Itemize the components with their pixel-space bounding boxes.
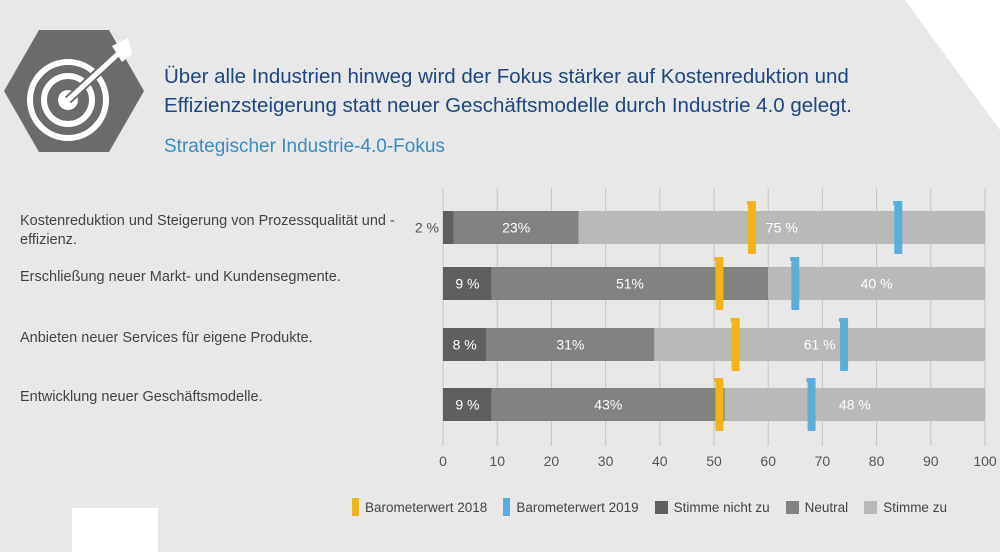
legend-item-barometer-2018: Barometerwert 2018 [352,494,487,520]
chart-subtitle: Strategischer Industrie-4.0-Fokus [164,136,445,157]
bar-disagree-0 [443,211,454,244]
bar-agree-2 [654,328,985,361]
data-label-agree-2: 61 % [804,337,836,353]
legend-swatch-barometer-2019 [503,494,512,520]
marker-cap-barometer-2019-3 [806,378,809,382]
bar-neutral-0 [453,211,579,244]
legend-label-barometer-2018: Barometerwert 2018 [365,499,488,515]
x-tick-label-70: 70 [815,453,831,469]
bar-disagree-2 [443,328,487,361]
headline: Über alle Industrien hinweg wird der Fok… [164,62,964,120]
data-label-agree-0: 75 % [766,220,798,236]
data-label-agree-1: 40 % [861,276,893,292]
legend-item-agree: Stimme zu [864,500,947,515]
chart-legend: Barometerwert 2018 Barometerwert 2019 St… [352,494,963,520]
bar-agree-0 [578,211,985,244]
category-label-services: Anbieten neuer Services für eigene Produ… [20,330,313,346]
bar-neutral-2 [486,328,655,361]
bar-agree-1 [768,267,985,300]
data-label-disagree-0: 2 % [415,220,439,236]
legend-item-barometer-2019: Barometerwert 2019 [503,494,639,520]
legend-label-disagree: Stimme nicht zu [673,499,770,515]
marker-barometer-2018-0 [747,201,756,254]
legend-label-agree: Stimme zu [883,499,947,515]
headline-line-1: Über alle Industrien hinweg wird der Fok… [164,65,849,88]
corner-decoration [905,0,1000,130]
x-tick-label-100: 100 [973,453,997,469]
data-label-disagree-1: 9 % [455,276,479,292]
x-tick-label-60: 60 [760,453,776,469]
x-tick-label-50: 50 [706,453,722,469]
legend-item-neutral: Neutral [785,499,849,515]
corner-block [72,508,158,552]
marker-cap-barometer-2018-1 [714,257,717,261]
marker-cap-barometer-2019-0 [893,201,896,205]
bar-agree-3 [724,388,985,421]
bar-disagree-1 [443,267,492,300]
x-tick-label-0: 0 [439,453,447,469]
legend-swatch-neutral [785,500,799,514]
legend-swatch-barometer-2018 [352,494,361,520]
category-label-kostenreduktion: Kostenreduktion und Steigerung von Proze… [20,213,395,248]
marker-barometer-2018-2 [731,318,740,371]
x-tick-label-20: 20 [544,453,560,469]
marker-cap-barometer-2018-2 [730,318,733,322]
bar-neutral-3 [491,388,725,421]
legend-swatch-agree [864,500,878,514]
legend-item-disagree: Stimme nicht zu [654,499,770,515]
marker-barometer-2018-1 [715,257,724,310]
data-label-disagree-3: 9 % [455,397,479,413]
marker-cap-barometer-2019-1 [790,257,793,261]
headline-line-2: Effizienzsteigerung statt neuer Geschäft… [164,94,852,117]
data-label-neutral-0: 23% [502,220,530,236]
x-tick-label-80: 80 [869,453,885,469]
bar-disagree-3 [443,388,492,421]
legend-label-neutral: Neutral [804,499,849,515]
marker-barometer-2019-1 [791,257,800,310]
marker-cap-barometer-2019-2 [839,318,842,322]
category-label-markt: Erschließung neuer Markt- und Kundensegm… [20,269,341,285]
target-arrow-icon [4,30,144,152]
category-label-geschaeftsmodelle: Entwicklung neuer Geschäftsmodelle. [20,389,263,405]
data-label-agree-3: 48 % [839,397,871,413]
marker-barometer-2018-3 [715,378,724,431]
data-label-disagree-2: 8 % [453,337,477,353]
x-tick-label-30: 30 [598,453,614,469]
data-label-neutral-1: 51% [616,276,644,292]
marker-barometer-2019-3 [807,378,816,431]
x-tick-label-40: 40 [652,453,668,469]
x-tick-label-10: 10 [489,453,505,469]
data-label-neutral-2: 31% [556,337,584,353]
marker-barometer-2019-2 [840,318,849,371]
marker-cap-barometer-2018-0 [746,201,749,205]
legend-label-barometer-2019: Barometerwert 2019 [516,499,639,515]
x-tick-label-90: 90 [923,453,939,469]
data-label-neutral-3: 43% [594,397,622,413]
legend-swatch-disagree [654,500,668,514]
marker-cap-barometer-2018-3 [714,378,717,382]
marker-barometer-2019-0 [894,201,903,254]
